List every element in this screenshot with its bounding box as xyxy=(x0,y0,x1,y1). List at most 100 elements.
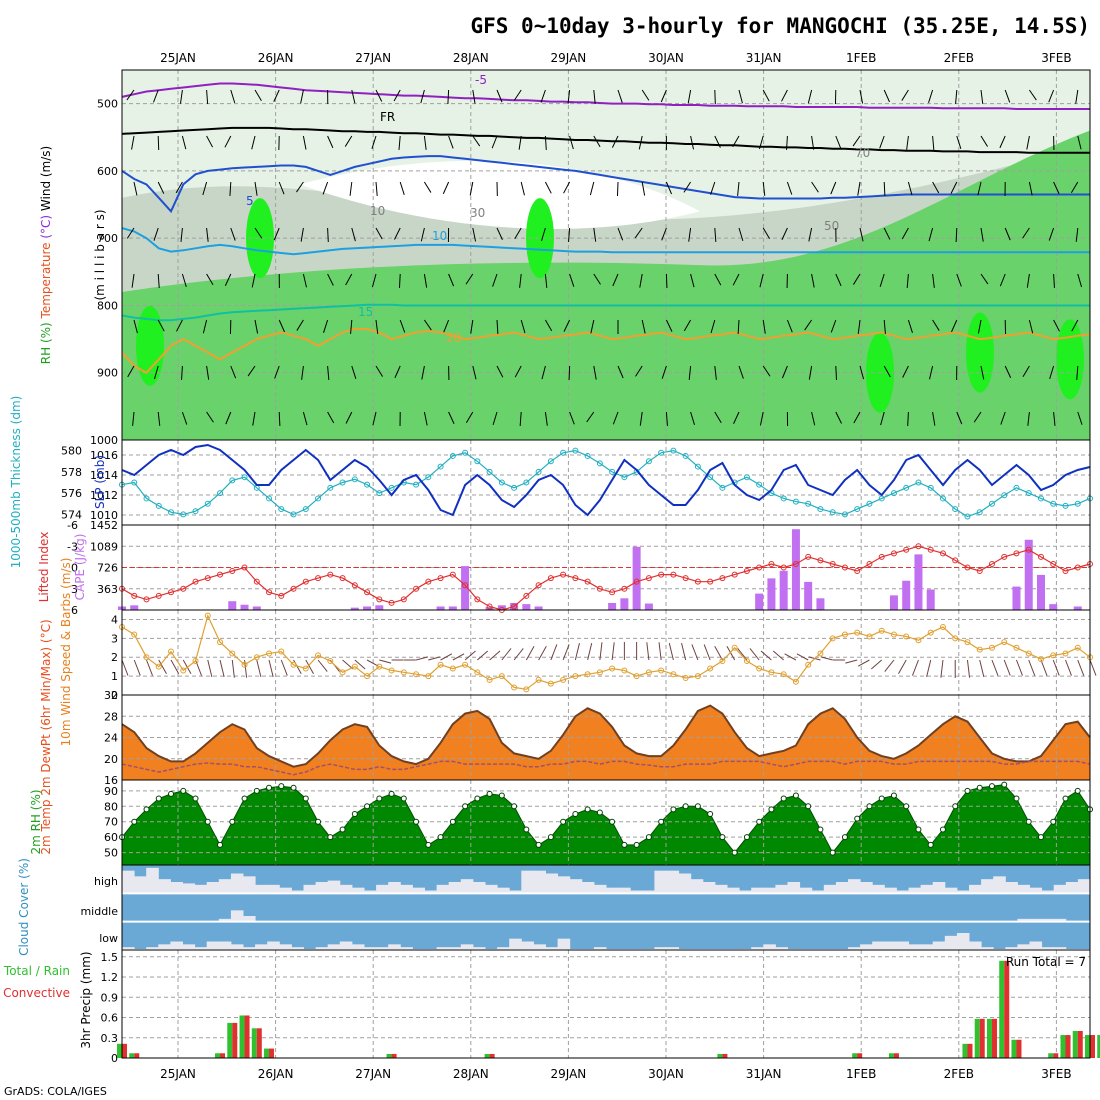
upper-wind-barb xyxy=(786,181,793,195)
precip-total-bar xyxy=(264,1048,270,1058)
cloud-bar-low xyxy=(908,944,922,950)
li-point xyxy=(560,571,567,578)
li-point xyxy=(535,582,542,589)
li-point xyxy=(854,568,861,575)
upper-wind-barb xyxy=(758,135,764,150)
wind-barb xyxy=(1089,659,1097,676)
temp-tick: 28 xyxy=(104,710,118,723)
upper-wind-barb xyxy=(999,135,1006,149)
upper-wind-barb xyxy=(230,365,237,379)
wind-tick: 4 xyxy=(111,613,118,626)
upper-wind-barb xyxy=(714,273,722,286)
cloud-bar-high xyxy=(1029,887,1043,894)
thickness-point xyxy=(462,449,469,456)
wind-speed-point xyxy=(988,644,995,651)
upper-wind-barb xyxy=(665,319,673,332)
wind-speed-point xyxy=(670,671,677,678)
upper-wind-barb xyxy=(638,135,643,150)
cape-bar xyxy=(816,598,825,610)
upper-wind-barb xyxy=(661,227,667,241)
upper-wind-barb xyxy=(301,365,304,380)
upper-wind-barb xyxy=(568,227,571,242)
wind-barb xyxy=(1028,659,1036,676)
wind-speed-point xyxy=(903,633,910,640)
date-label-bottom: 30JAN xyxy=(648,1067,684,1081)
upper-wind-barb xyxy=(710,319,716,334)
cloud-bar-high xyxy=(460,879,474,894)
upper-wind-barb xyxy=(541,227,546,242)
upper-wind-barb xyxy=(469,181,474,196)
cloud-bar-high xyxy=(1005,882,1018,894)
cloud-bar-high xyxy=(775,884,788,894)
upper-wind-barb xyxy=(811,135,815,150)
upper-wind-barb xyxy=(399,319,406,333)
precip-total-bar xyxy=(999,960,1005,1058)
precip-total-bar xyxy=(215,1053,221,1058)
pressure-tick: 700 xyxy=(97,232,118,245)
wind-barb xyxy=(415,656,429,661)
precip-frame xyxy=(121,949,1091,1059)
upper-wind-barb xyxy=(737,181,740,196)
wind-speed-point xyxy=(841,631,848,638)
wind-speed-point xyxy=(511,684,518,691)
upper-wind-barb xyxy=(835,273,842,287)
cloud-bar-high xyxy=(944,887,958,894)
li-point xyxy=(302,578,309,585)
cloud-bar-low xyxy=(291,947,304,950)
upper-wind-barb xyxy=(859,365,865,380)
upper-wind-barb xyxy=(932,181,940,194)
upper-wind-barb xyxy=(300,227,304,242)
upper-wind-barb xyxy=(590,319,595,334)
upper-wind-barb xyxy=(132,411,135,426)
thickness-point xyxy=(376,490,383,497)
upper-wind-barb xyxy=(641,89,650,101)
cape-tick: 1089 xyxy=(90,540,118,553)
cloud-bar-low xyxy=(872,941,885,950)
precip-convective-bar xyxy=(1090,1035,1095,1058)
wind-barb xyxy=(366,659,379,667)
wind-speed-point xyxy=(474,669,481,676)
upper-wind-barb xyxy=(181,273,187,288)
upper-wind-barb xyxy=(733,411,740,424)
upper-wind-barb xyxy=(224,135,232,148)
thickness-point xyxy=(229,477,236,484)
upper-wind-barb xyxy=(612,411,619,425)
thickness-point xyxy=(780,495,787,502)
upper-wind-barb xyxy=(1053,273,1055,288)
upper-wind-barb xyxy=(907,411,909,426)
wind-barb xyxy=(317,659,328,672)
upper-wind-barb xyxy=(225,411,232,425)
cape-bar xyxy=(791,529,800,610)
cape-bar xyxy=(375,605,384,610)
upper-wind-barb xyxy=(157,181,165,194)
upper-wind-barb xyxy=(448,273,455,287)
cloud-bar-high xyxy=(291,890,304,894)
cloud-bar-high xyxy=(666,870,680,894)
thickness-point xyxy=(351,476,358,483)
upper-wind-barb xyxy=(351,227,356,242)
upper-wind-barb xyxy=(567,89,571,104)
li-point xyxy=(952,557,959,564)
wind-speed-point xyxy=(229,650,236,657)
li-point xyxy=(682,575,689,582)
thickness-point xyxy=(927,484,934,491)
wind-speed-point xyxy=(217,639,224,646)
cloud-bar-middle xyxy=(1053,918,1067,922)
wind-barb xyxy=(911,659,919,676)
cloud-bar-high xyxy=(497,887,510,894)
upper-wind-barb xyxy=(126,89,135,101)
wind-speed-point xyxy=(976,646,983,653)
thickness-point xyxy=(1074,500,1081,507)
upper-wind-barb xyxy=(519,273,522,288)
wind-barb xyxy=(550,644,558,661)
upper-wind-barb xyxy=(344,135,353,147)
upper-wind-barb xyxy=(835,135,842,149)
upper-wind-barb xyxy=(1026,135,1030,150)
wind-barb xyxy=(845,659,858,664)
cloud-bar-high xyxy=(1041,890,1055,894)
cape-bar xyxy=(914,554,923,610)
upper-wind-barb xyxy=(714,89,716,104)
thickness-point xyxy=(1050,500,1057,507)
pressure-tick: 900 xyxy=(97,367,118,380)
wind-barb xyxy=(219,659,225,678)
